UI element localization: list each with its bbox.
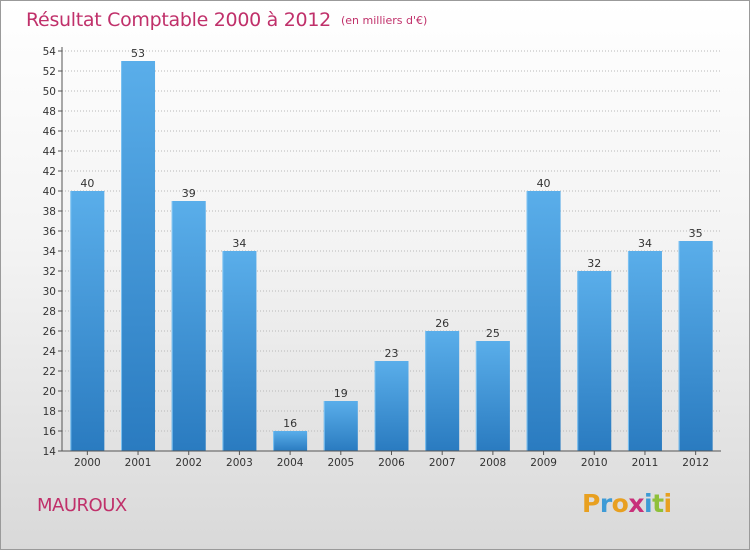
y-tick-label-44: 44: [43, 146, 57, 158]
y-tick-label-22: 22: [43, 366, 56, 378]
value-label-2009: 40: [537, 177, 551, 190]
bar-2009: [526, 191, 561, 451]
x-tick-label-2012: 2012: [682, 457, 709, 469]
bar-2004: [273, 431, 308, 451]
x-tick-label-2006: 2006: [378, 457, 405, 469]
x-tick-label-2005: 2005: [327, 457, 354, 469]
bars: [70, 61, 713, 451]
value-label-2008: 25: [486, 327, 500, 340]
y-tick-label-38: 38: [43, 206, 56, 218]
x-tick-label-2007: 2007: [429, 457, 456, 469]
axes: [58, 47, 721, 455]
value-label-2005: 19: [334, 387, 348, 400]
x-tick-label-2009: 2009: [530, 457, 557, 469]
y-tick-label-30: 30: [43, 286, 56, 298]
x-tick-label-2004: 2004: [277, 457, 304, 469]
logo-letter: o: [611, 489, 629, 518]
bar-2002: [171, 201, 206, 451]
value-label-2001: 53: [131, 47, 145, 60]
value-label-2011: 34: [638, 237, 652, 250]
bar-2006: [374, 361, 409, 451]
logo-letter: r: [599, 489, 612, 518]
value-label-2012: 35: [689, 227, 703, 240]
y-tick-label-40: 40: [43, 186, 56, 198]
y-tick-label-42: 42: [43, 166, 56, 178]
logo-letter: i: [663, 489, 673, 518]
x-tick-label-2011: 2011: [632, 457, 659, 469]
y-tick-label-54: 54: [43, 46, 57, 58]
x-tick-label-2002: 2002: [175, 457, 202, 469]
x-tick-label-2000: 2000: [74, 457, 101, 469]
logo-letter: P: [582, 489, 600, 518]
y-tick-label-36: 36: [43, 226, 57, 238]
y-tick-label-52: 52: [43, 66, 56, 78]
bar-2001: [121, 61, 156, 451]
x-tick-label-2008: 2008: [480, 457, 507, 469]
y-tick-label-48: 48: [43, 106, 56, 118]
labels: 14 16 18 20 22 24 26 28 30 32 34 36 38 40 42 44 46 48 50 52…: [43, 46, 709, 469]
y-tick-label-50: 50: [43, 86, 56, 98]
chart-title: Résultat Comptable 2000 à 2012: [26, 9, 331, 31]
chart-unit-note: (en milliers d'€): [341, 14, 428, 27]
bar-2011: [627, 251, 662, 451]
y-tick-label-26: 26: [43, 326, 57, 338]
value-label-2007: 26: [435, 317, 449, 330]
bar-2008: [475, 341, 510, 451]
bar-2010: [577, 271, 612, 451]
bar-2003: [222, 251, 257, 451]
y-tick-label-28: 28: [43, 306, 56, 318]
y-tick-label-14: 14: [43, 446, 57, 458]
commune-name: MAUROUX: [37, 495, 127, 516]
logo-letter: x: [628, 489, 644, 518]
y-tick-label-24: 24: [43, 346, 57, 358]
value-label-2003: 34: [232, 237, 246, 250]
value-label-2002: 39: [182, 187, 196, 200]
x-tick-label-2001: 2001: [125, 457, 152, 469]
y-tick-label-16: 16: [43, 426, 57, 438]
y-tick-label-20: 20: [43, 386, 56, 398]
proxiti-logo[interactable]: Proxiti: [582, 489, 672, 518]
y-tick-label-32: 32: [43, 266, 56, 278]
value-label-2010: 32: [587, 257, 601, 270]
bar-2012: [678, 241, 713, 451]
y-tick-label-34: 34: [43, 246, 57, 258]
bar-2000: [70, 191, 105, 451]
logo-letter: i: [644, 489, 653, 518]
y-tick-label-46: 46: [43, 126, 57, 138]
x-tick-label-2003: 2003: [226, 457, 253, 469]
x-tick-label-2010: 2010: [581, 457, 608, 469]
value-label-2004: 16: [283, 417, 297, 430]
value-label-2006: 23: [385, 347, 399, 360]
bar-2007: [425, 331, 460, 451]
value-label-2000: 40: [80, 177, 94, 190]
logo-letter: t: [652, 489, 664, 518]
y-tick-label-18: 18: [43, 406, 56, 418]
bar-2005: [323, 401, 358, 451]
